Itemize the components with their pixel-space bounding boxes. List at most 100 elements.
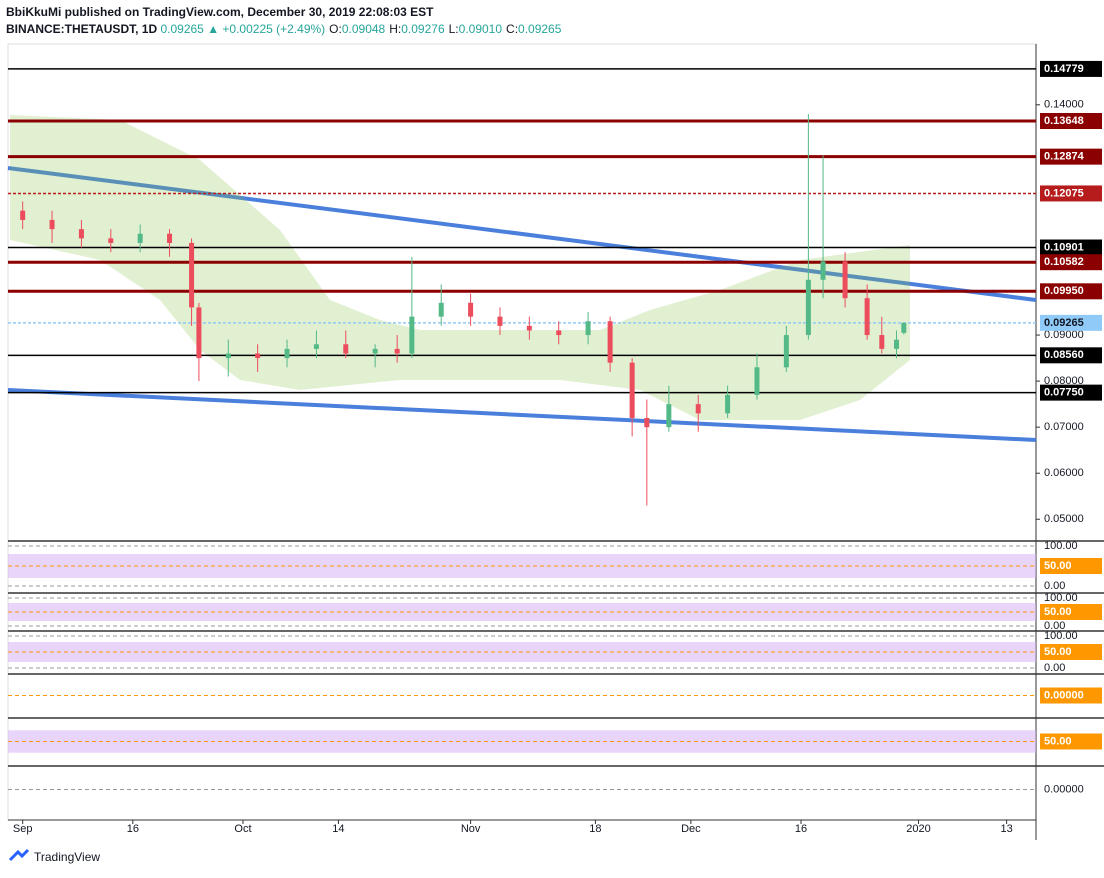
y-tick-label: 0.06000 [1044,467,1084,479]
y-tick-label: 0.14000 [1044,99,1084,111]
level-badge [1040,314,1102,331]
candle-body [754,367,760,395]
y-tick-label: 0.08000 [1044,375,1084,387]
candle-body [196,307,202,359]
pane-badge [1040,644,1102,660]
level-badge [1040,283,1102,300]
candle-body [556,330,562,336]
candle-body [607,321,613,363]
candle-body [167,233,173,243]
ohlc-key: H: [389,22,402,36]
level-badge [1040,60,1102,77]
ohlc-key: C: [506,22,519,36]
x-tick-label: Nov [461,823,481,835]
level-label: 0.12874 [1044,151,1085,163]
level-label: 0.07750 [1044,387,1084,399]
pane-badge [1040,558,1102,574]
pane-badge [1040,733,1102,750]
y-tick-label: 0.09000 [1044,329,1084,341]
level-badge [1040,113,1102,130]
x-tick-label: 14 [332,823,344,835]
x-tick-label: 16 [795,823,807,835]
candle-body [438,302,444,317]
candle-body [189,242,195,308]
candle-body [497,316,503,326]
candle-body [313,344,319,349]
footer-brand: TradingView [34,850,100,864]
candle-body [805,279,811,336]
pane-label: 100.00 [1044,540,1078,552]
ohlc-value: 0.09265 [518,22,562,36]
candle-body [468,302,474,317]
candle-body [409,316,415,354]
publisher: BbiKkuMi published on TradingView.com, D… [6,5,434,19]
pane-label: 0.00000 [1044,689,1084,701]
x-tick-label: 16 [127,823,139,835]
pane-label: 0.00 [1044,662,1065,674]
x-tick-label: Sep [13,823,33,835]
pane-label: 100.00 [1044,630,1078,642]
last-price: 0.09265 [160,22,204,36]
candle-body [49,219,55,230]
pane-label: 50.00 [1044,735,1072,747]
level-label: 0.08560 [1044,349,1084,361]
level-label: 0.10901 [1044,241,1084,253]
change: ▲ +0.00225 (+2.49%) [207,22,326,36]
level-label: 0.12075 [1044,187,1084,199]
candle-body [284,348,290,359]
level-badge [1040,185,1102,202]
level-badge [1040,384,1102,401]
pane-label: 0.00 [1044,620,1065,632]
cloud [10,115,910,420]
candle-body [695,404,701,414]
symbol: BINANCE:THETAUSDT, 1D [6,22,158,36]
candle-body [343,344,349,354]
x-tick-label: 13 [1001,823,1013,835]
candle-body [585,321,591,336]
level-badge [1040,239,1102,256]
pane-label: 0.00000 [1044,783,1084,795]
candle-body [644,417,650,428]
candle-body [864,298,870,336]
candle-body [78,229,84,239]
candle-body [820,261,826,280]
candle-body [879,335,885,349]
trendline [7,388,1037,442]
candle-body [255,353,261,359]
level-badge [1040,254,1102,271]
level-label: 0.14779 [1044,63,1084,75]
y-tick-label: 0.05000 [1044,513,1084,525]
x-tick-label: Dec [681,823,701,835]
pane-label: 0.00 [1044,580,1065,592]
header: BbiKkuMi published on TradingView.com, D… [6,4,561,38]
pane-label: 50.00 [1044,606,1072,618]
candle-body [901,322,907,333]
candle-body [842,261,848,299]
candle-body [783,335,789,368]
x-tick-label: 2020 [906,823,930,835]
pane-badge [1040,604,1102,620]
candle-body [526,325,532,331]
ohlc-key: O: [329,22,342,36]
pane-badge [1040,687,1102,704]
x-tick-label: Oct [234,823,251,835]
symbol-line: BINANCE:THETAUSDT, 1D 0.09265 ▲ +0.00225… [6,21,561,38]
ohlc-value: 0.09010 [458,22,503,36]
candle-body [394,348,400,354]
pane-label: 100.00 [1044,592,1078,604]
level-badge [1040,347,1102,364]
x-tick-label: 18 [589,823,601,835]
candle-body [372,348,378,354]
ohlc-value: 0.09048 [341,22,386,36]
level-label: 0.09950 [1044,285,1084,297]
candle-body [20,210,26,220]
candle-body [666,404,672,428]
level-label: 0.13648 [1044,115,1084,127]
candle-body [225,353,231,359]
ohlc-key: L: [448,22,459,36]
candle-body [108,238,114,243]
candle-body [893,339,899,349]
level-label: 0.09265 [1044,317,1084,329]
